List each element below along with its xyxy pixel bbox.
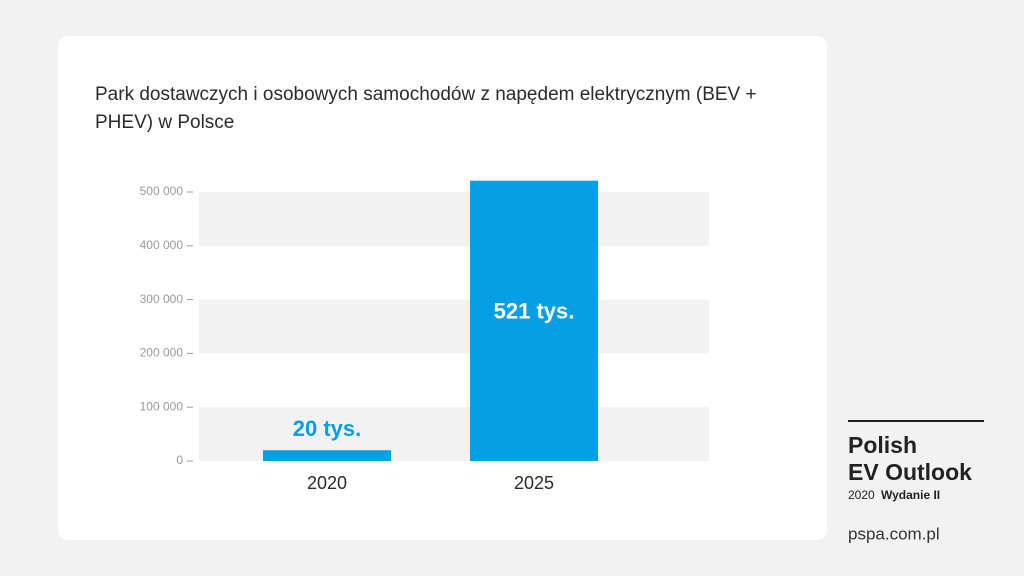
value-label: 20 tys. [293, 416, 362, 441]
brand-url: pspa.com.pl [848, 524, 940, 543]
x-tick-label: 2020 [307, 473, 347, 493]
y-tick-label: 200 000 [140, 346, 184, 360]
brand-year: 2020 [848, 488, 875, 502]
brand-edition: Wydanie II [881, 488, 940, 502]
grid-band [199, 299, 709, 354]
y-tick-label: 500 000 [140, 184, 184, 198]
grid-band [199, 192, 709, 246]
bar [470, 180, 598, 461]
value-label: 521 tys. [494, 299, 575, 324]
brand-title: Polish [848, 432, 917, 458]
y-tick-label: 400 000 [140, 238, 184, 252]
y-tick-label: 100 000 [140, 399, 184, 413]
brand-title: EV Outlook [848, 459, 972, 485]
y-tick-label: 0 [176, 453, 183, 467]
chart-title: Park dostawczych i osobowych samochodów … [95, 84, 757, 133]
y-tick-label: 300 000 [140, 292, 184, 306]
bar [263, 450, 391, 461]
x-tick-label: 2025 [514, 473, 554, 493]
